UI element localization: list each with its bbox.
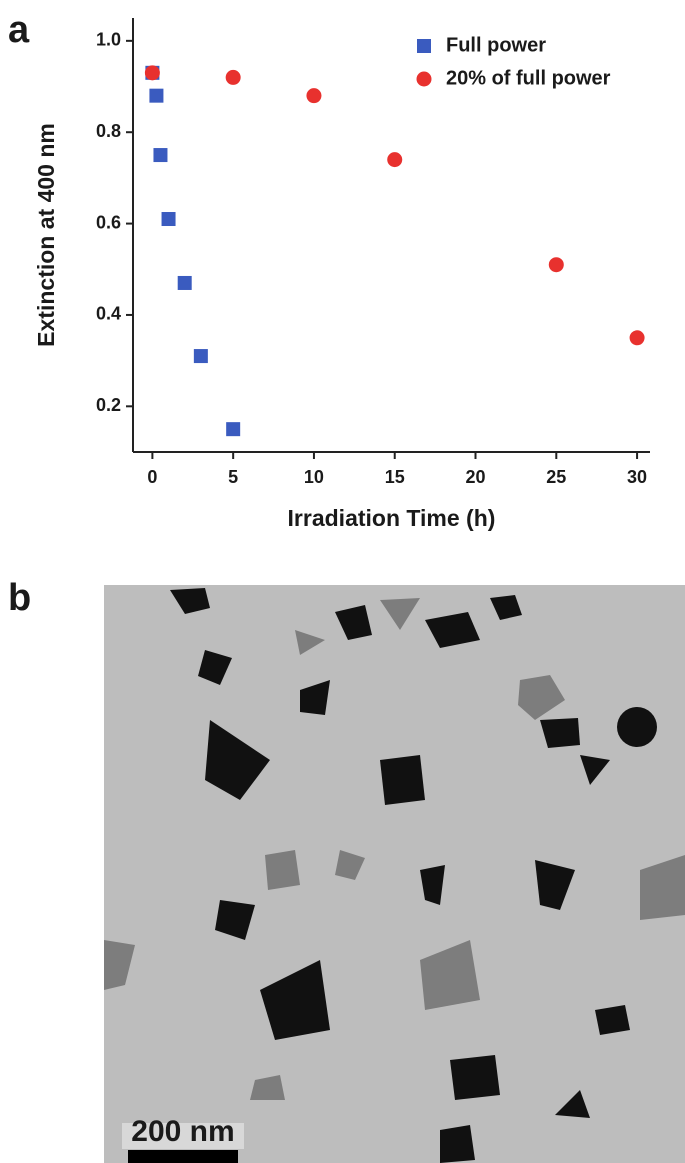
x-tick-label: 15 [385,467,405,487]
data-point [548,257,564,273]
y-axis-title: Extinction at 400 nm [33,123,59,347]
data-point [161,212,176,227]
scale-bar-backdrop [122,1123,244,1149]
legend-marker [416,71,432,87]
data-point [149,88,164,103]
x-axis-title: Irradiation Time (h) [288,505,496,531]
panel-label: b [8,577,31,619]
data-point [387,152,403,168]
particle [420,865,445,905]
data-point [226,422,241,437]
data-point [306,88,322,104]
particle [540,718,580,748]
particle [580,755,610,785]
data-point [144,65,160,81]
chart: 0 5 10 15 20 25 30 0.2 0.4 0.6 0.8 1.0 Irradiation T… [33,18,650,531]
particle [215,900,255,940]
particles [170,588,657,1163]
particle [265,850,300,890]
particle [640,855,685,920]
particle [380,755,425,805]
particle [250,1075,285,1100]
data-point [177,275,192,290]
y-tick-label: 0.6 [96,212,121,232]
particle [205,720,270,800]
x-tick-label: 0 [147,467,157,487]
y-tick-label: 0.4 [96,304,121,324]
particle [535,860,575,910]
particle [335,850,365,880]
particle [595,1005,630,1035]
x-tick-label: 20 [465,467,485,487]
particle [490,595,522,620]
particle [260,960,330,1040]
x-tick-label: 5 [228,467,238,487]
particle [380,598,420,630]
micrograph: 200 nm [104,585,685,1163]
particle [450,1055,500,1100]
panel-label: a [8,9,30,51]
particle [617,707,657,747]
particle [295,630,325,655]
scale-bar-label: 200 nm [131,1115,234,1148]
particle [420,940,480,1010]
particle [170,588,210,614]
x-tick-label: 30 [627,467,647,487]
y-tick-label: 0.8 [96,121,121,141]
legend-label: 20% of full power [446,67,611,89]
particle [300,680,330,715]
particle [518,675,565,720]
legend-marker [417,39,431,53]
data-point [225,69,241,85]
x-tick-label: 25 [546,467,566,487]
particle [104,940,135,990]
scale-bar [128,1150,238,1163]
data-point [193,349,208,364]
particle [425,612,480,648]
particle [555,1090,590,1118]
legend-label: Full power [446,34,546,56]
micrograph-background [104,585,685,1163]
particle [198,650,232,685]
y-tick-label: 1.0 [96,30,121,50]
data-point [153,148,168,163]
particles [104,598,685,1100]
particle [440,1125,475,1163]
y-tick-label: 0.2 [96,395,121,415]
x-tick-label: 10 [304,467,324,487]
data-point [629,330,645,346]
particle [335,605,372,640]
